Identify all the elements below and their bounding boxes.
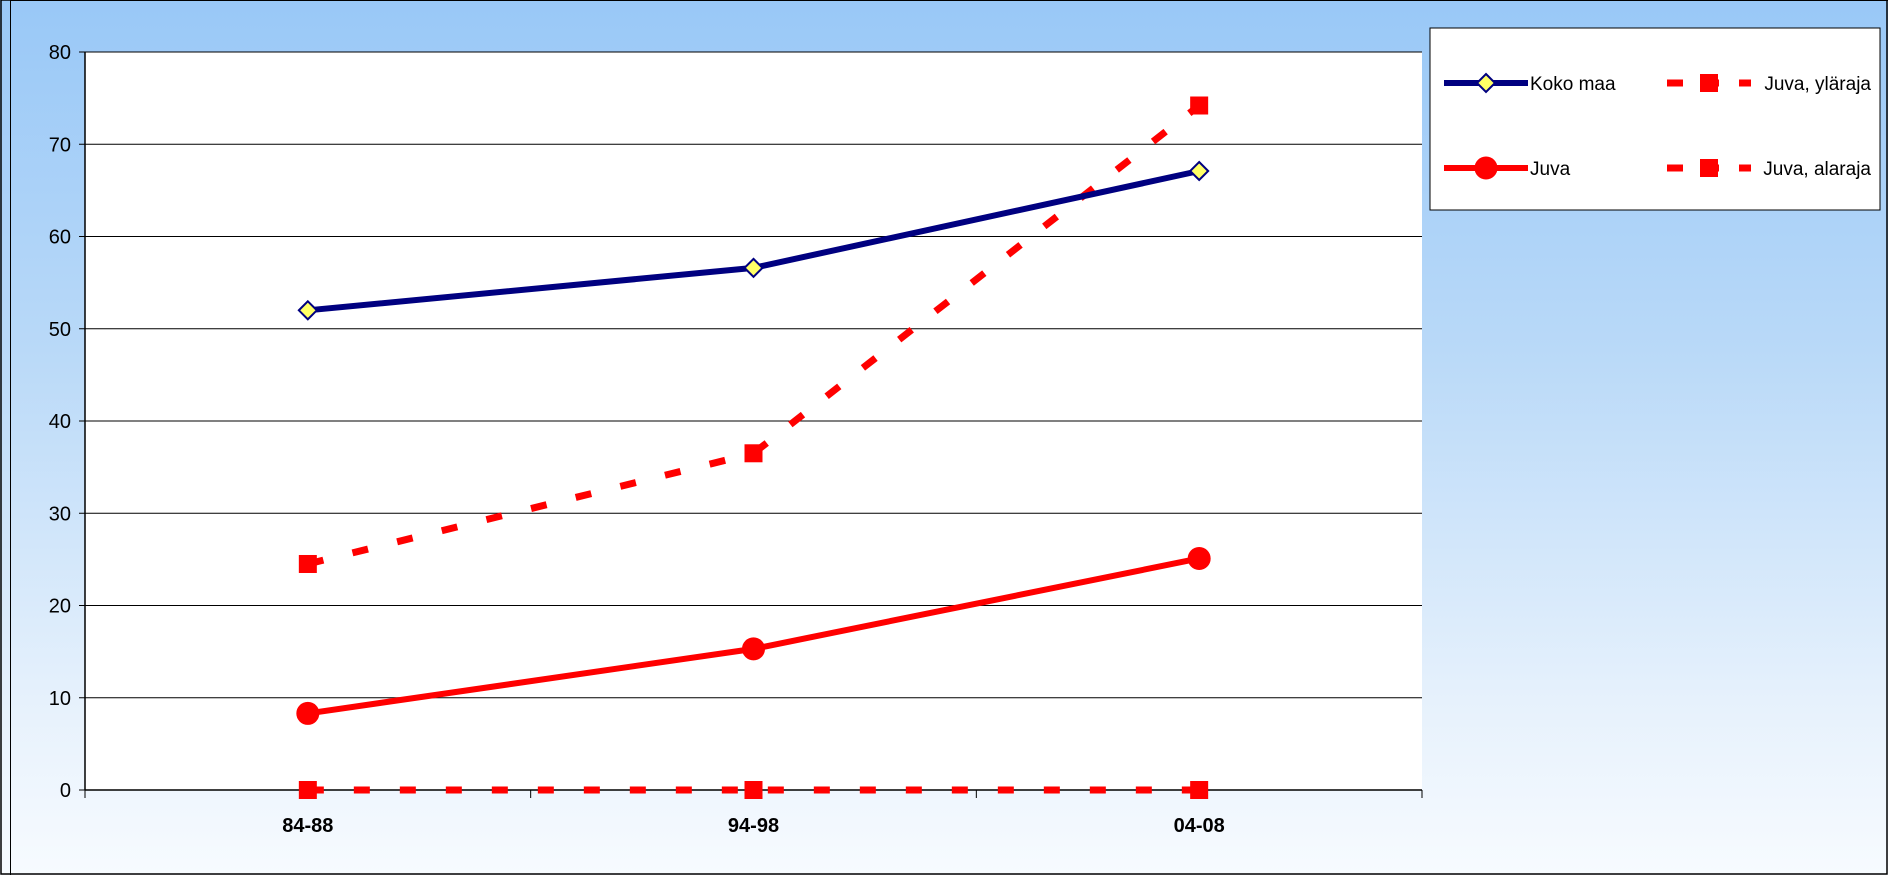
legend-marker xyxy=(1700,74,1718,92)
x-tick-label: 84-88 xyxy=(282,815,333,837)
legend-label: Juva, yläraja xyxy=(1764,74,1871,95)
data-point xyxy=(1190,96,1209,115)
data-point xyxy=(742,637,765,661)
data-point xyxy=(744,781,763,799)
data-point xyxy=(298,781,317,799)
series-line xyxy=(306,102,1202,568)
legend: Koko maa Juva Juva, yläraja Juva, alaraja xyxy=(1429,27,1881,211)
data-point xyxy=(296,701,320,725)
legend-box xyxy=(1429,27,1881,211)
y-tick-label: 60 xyxy=(49,227,71,249)
y-tick-label: 0 xyxy=(60,780,71,802)
gridlines xyxy=(85,51,1422,699)
data-point xyxy=(1190,781,1209,799)
x-tick-label: 94-98 xyxy=(728,815,779,837)
data-point xyxy=(1188,160,1210,182)
legend-label: Koko maa xyxy=(1530,74,1616,95)
legend-marker xyxy=(1474,156,1498,180)
series-layer xyxy=(296,96,1211,799)
y-tick-label: 30 xyxy=(49,503,71,525)
data-point xyxy=(298,554,317,573)
legend-marker xyxy=(1475,72,1497,94)
y-tick-label: 80 xyxy=(49,42,71,64)
y-tick-label: 50 xyxy=(49,319,71,341)
legend-label: Juva, alaraja xyxy=(1763,159,1871,180)
data-point xyxy=(1187,546,1211,570)
data-point xyxy=(297,299,319,321)
data-point xyxy=(744,444,763,463)
legend-label: Juva xyxy=(1530,159,1571,180)
y-tick-label: 10 xyxy=(49,688,71,710)
y-tick-label: 20 xyxy=(49,596,71,618)
y-tick-label: 40 xyxy=(49,411,71,433)
legend-marker xyxy=(1700,159,1718,177)
x-tick-label: 04-08 xyxy=(1174,815,1225,837)
data-point xyxy=(743,257,764,279)
y-tick-label: 70 xyxy=(49,134,71,156)
